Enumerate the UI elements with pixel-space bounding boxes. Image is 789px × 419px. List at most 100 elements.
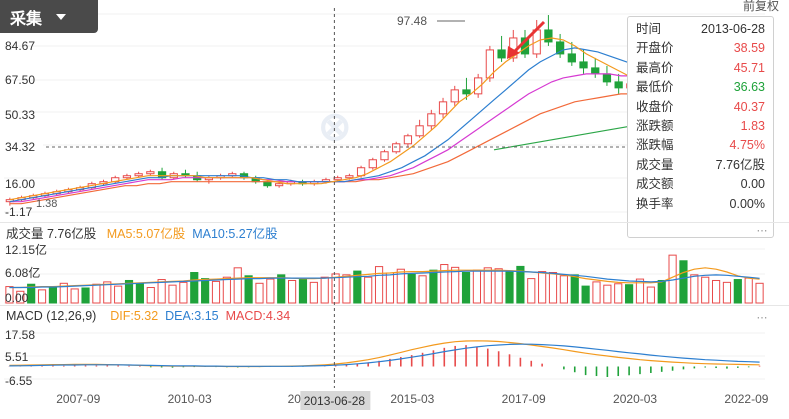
volume-bar: [353, 270, 362, 304]
tooltip-value: 36.63: [733, 80, 765, 95]
volume-bar: [201, 278, 210, 304]
max-price-label: 97.48: [397, 14, 427, 28]
volume-bar: [744, 277, 753, 304]
candle-body: [134, 173, 143, 177]
volume-bar: [679, 260, 688, 304]
volume-bar: [472, 269, 481, 304]
volume-bar: [37, 289, 47, 304]
candle-body: [146, 171, 155, 175]
volume-bar: [16, 290, 25, 304]
tooltip-row: 成交量 7.76亿股: [636, 156, 765, 175]
x-tick-label: 2020-03: [613, 392, 657, 406]
volume-ma10-line: [9, 270, 760, 289]
tooltip-value: 0.00: [740, 177, 765, 192]
candle-body: [497, 49, 506, 59]
x-tick-label: 2015-03: [390, 392, 434, 406]
volume-bar: [494, 268, 503, 304]
volume-bar: [59, 282, 68, 304]
min-price-label: 1.38: [36, 198, 57, 210]
candle-body: [275, 183, 284, 187]
volume-bar: [27, 283, 36, 304]
panel-divider: [0, 222, 789, 223]
volume-bar: [211, 280, 221, 304]
tooltip-value: 45.71: [733, 60, 765, 75]
collect-dropdown[interactable]: 采集: [0, 0, 98, 33]
volume-bar: [548, 272, 558, 304]
adjust-mode-toggle[interactable]: 前复权: [742, 0, 779, 13]
tooltip-value: 4.75%: [729, 138, 765, 153]
volume-bar: [461, 272, 471, 304]
tooltip-row: 涨跌幅 4.75%: [636, 136, 765, 155]
x-tick-label: 2022-09: [724, 392, 768, 406]
volume-bar: [733, 279, 742, 304]
candle-body: [122, 175, 132, 179]
candle-body: [392, 143, 401, 153]
volume-bar: [157, 279, 166, 304]
candle-body: [368, 159, 377, 169]
macd-axis-label: 5.51: [5, 350, 29, 364]
volume-bar: [625, 284, 634, 304]
volume-bar: [331, 273, 340, 304]
tooltip-row: 时间 2013-06-28: [636, 20, 765, 39]
volume-bar: [483, 267, 492, 304]
volume-bar: [81, 287, 90, 304]
volume-bar: [407, 273, 416, 304]
macd-more-icon[interactable]: ⋯: [756, 312, 768, 324]
volume-bar: [635, 278, 645, 304]
macd-legend-title: MACD (12,26,9): [6, 309, 97, 323]
volume-bar: [298, 279, 308, 304]
volume-bar: [581, 285, 590, 304]
macd-axis-label: -6.55: [5, 374, 33, 388]
volume-axis-label: 0.00: [5, 291, 29, 305]
volume-bar: [320, 276, 329, 304]
volume-bar: [570, 274, 579, 304]
volume-bar: [5, 286, 14, 304]
volume-bar: [396, 268, 405, 304]
x-tick-label: 2010-03: [168, 392, 212, 406]
volume-bar: [190, 272, 199, 304]
candle-body: [474, 77, 483, 95]
candle-body: [380, 151, 389, 161]
candle-body: [614, 81, 623, 89]
candle-body: [567, 53, 576, 63]
volume-bar: [516, 265, 525, 304]
macd-legend-macd: MACD:4.34: [225, 309, 291, 323]
candle-body: [427, 113, 436, 127]
volume-more-icon[interactable]: ⋯: [756, 225, 768, 237]
candle-body: [591, 67, 600, 75]
tooltip-key: 最低价: [636, 80, 674, 95]
volume-bar: [266, 278, 275, 304]
chevron-down-icon: [56, 13, 67, 20]
volume-legend-title: 成交量 7.76亿股: [6, 227, 97, 241]
macd-dea-line: [9, 343, 760, 367]
x-tick-label: 2007-09: [56, 392, 100, 406]
volume-bar: [505, 271, 514, 304]
volume-bar: [103, 281, 112, 304]
tooltip-value: 1.83: [740, 118, 765, 133]
volume-bar: [440, 264, 449, 304]
volume-bar: [288, 279, 297, 304]
volume-bar: [114, 285, 123, 304]
volume-bar: [603, 284, 612, 304]
tooltip-key: 最高价: [636, 60, 674, 75]
tooltip-row: 收盘价 40.37: [636, 98, 765, 117]
volume-bar: [277, 274, 286, 304]
volume-bar: [179, 281, 188, 304]
volume-bar: [451, 266, 460, 304]
candle-body: [555, 41, 565, 55]
tooltip-value: 40.37: [733, 99, 765, 114]
crosshair-date-bg: [300, 391, 371, 410]
volume-bar: [538, 271, 547, 304]
tooltip-row: 最高价 45.71: [636, 59, 765, 78]
volume-bar: [722, 281, 732, 304]
volume-bar: [429, 269, 438, 304]
collect-label: 采集: [10, 10, 43, 28]
volume-bar: [614, 283, 623, 304]
tooltip-key: 成交额: [636, 177, 674, 192]
volume-bar: [222, 276, 231, 304]
candle-body: [462, 89, 471, 95]
panel-divider: [0, 305, 789, 306]
x-tick-label: 2017-09: [502, 392, 546, 406]
volume-bar: [711, 279, 721, 304]
candle-body: [450, 89, 459, 103]
